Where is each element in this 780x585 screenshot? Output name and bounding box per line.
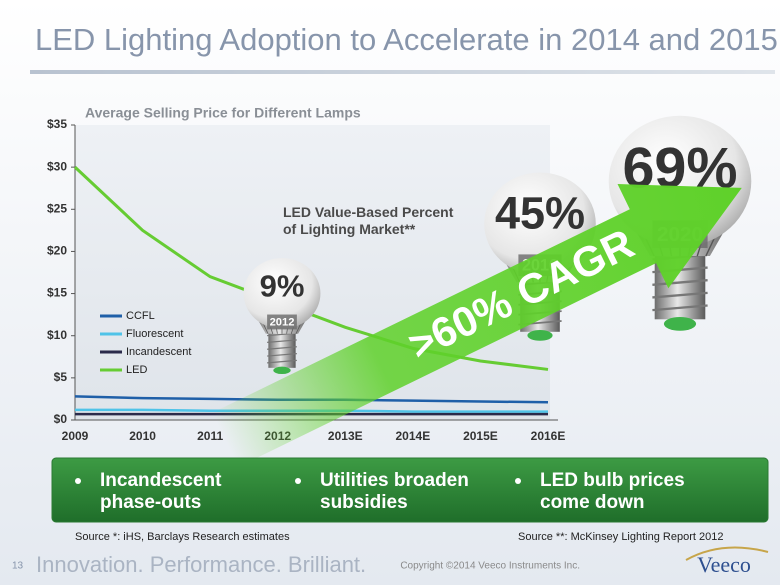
bullet-dot [295,478,301,484]
bulb-thread [652,291,708,299]
bullet-dot [75,478,81,484]
bulb-thread [267,339,297,344]
y-tick-label: $10 [47,328,67,342]
chart-title: Average Selling Price for Different Lamp… [85,105,361,121]
source-left: Source *: iHS, Barclays Research estimat… [75,531,290,543]
bulb-thread [652,279,708,286]
y-tick-label: $20 [47,244,67,258]
bulb-tip [273,366,291,375]
source-right: Source **: McKinsey Lighting Report 2012 [518,531,723,543]
y-tick-label: $0 [54,412,68,426]
annotation-line: LED Value-Based Percent [283,204,454,220]
bullet-box [51,457,769,523]
bulb-tip [527,330,553,341]
bullet-text: phase-outs [100,492,201,513]
bullet-text: Utilities broaden [320,470,469,491]
x-tick-label: 2014E [396,429,431,443]
logo: Veeco [697,552,751,577]
bullet-text: LED bulb prices [540,470,685,491]
bulb-thread [267,359,297,364]
y-tick-label: $35 [47,117,67,131]
bullet-text: come down [540,492,645,513]
x-tick-label: 2011 [197,429,223,443]
bulb-percent: 9% [260,269,305,304]
tagline: Innovation. Performance. Brilliant. [36,552,366,577]
x-tick-label: 2009 [62,429,89,443]
bullet-dot [515,478,521,484]
y-tick-label: $25 [47,201,67,215]
bulb-year-plate [267,314,297,330]
logo-swoosh [685,546,769,561]
bulb-globe [243,258,321,329]
y-tick-label: $15 [47,286,67,300]
bulb-percent: 45% [495,187,585,238]
x-tick-label: 2013E [328,429,363,443]
arrow-shape [211,184,742,467]
page-number: 13 [12,561,24,572]
annotation: LED Value-Based Percent of Lighting Mark… [283,204,457,237]
copyright: Copyright ©2014 Veeco Instruments Inc. [400,561,580,572]
annotation-line: of Lighting Market** [283,221,416,237]
legend-label: Fluorescent [126,328,183,340]
legend-label: LED [126,364,147,376]
x-tick-label: 2016E [531,429,566,443]
bulb-thread [267,346,297,350]
bulb-thread [652,304,708,312]
y-tick-label: $5 [54,370,68,384]
slide-title: LED Lighting Adoption to Accelerate in 2… [35,22,778,57]
bulb-tip [663,317,697,331]
title-rule [30,70,775,74]
y-tick-label: $30 [47,159,67,173]
bulb-year: 2012 [270,317,295,329]
x-tick-label: 2010 [129,429,156,443]
x-tick-label: 2015E [463,429,498,443]
chart: $0 $5 $10 $15 $20 $25 $30 $35 2009 2010 2011 2012 20… [47,117,565,443]
bullet-text: subsidies [320,492,408,513]
bulb-thread [267,352,297,357]
legend-label: CCFL [126,310,155,322]
bullet-text: Incandescent [100,470,222,491]
legend-label: Incandescent [126,346,191,358]
